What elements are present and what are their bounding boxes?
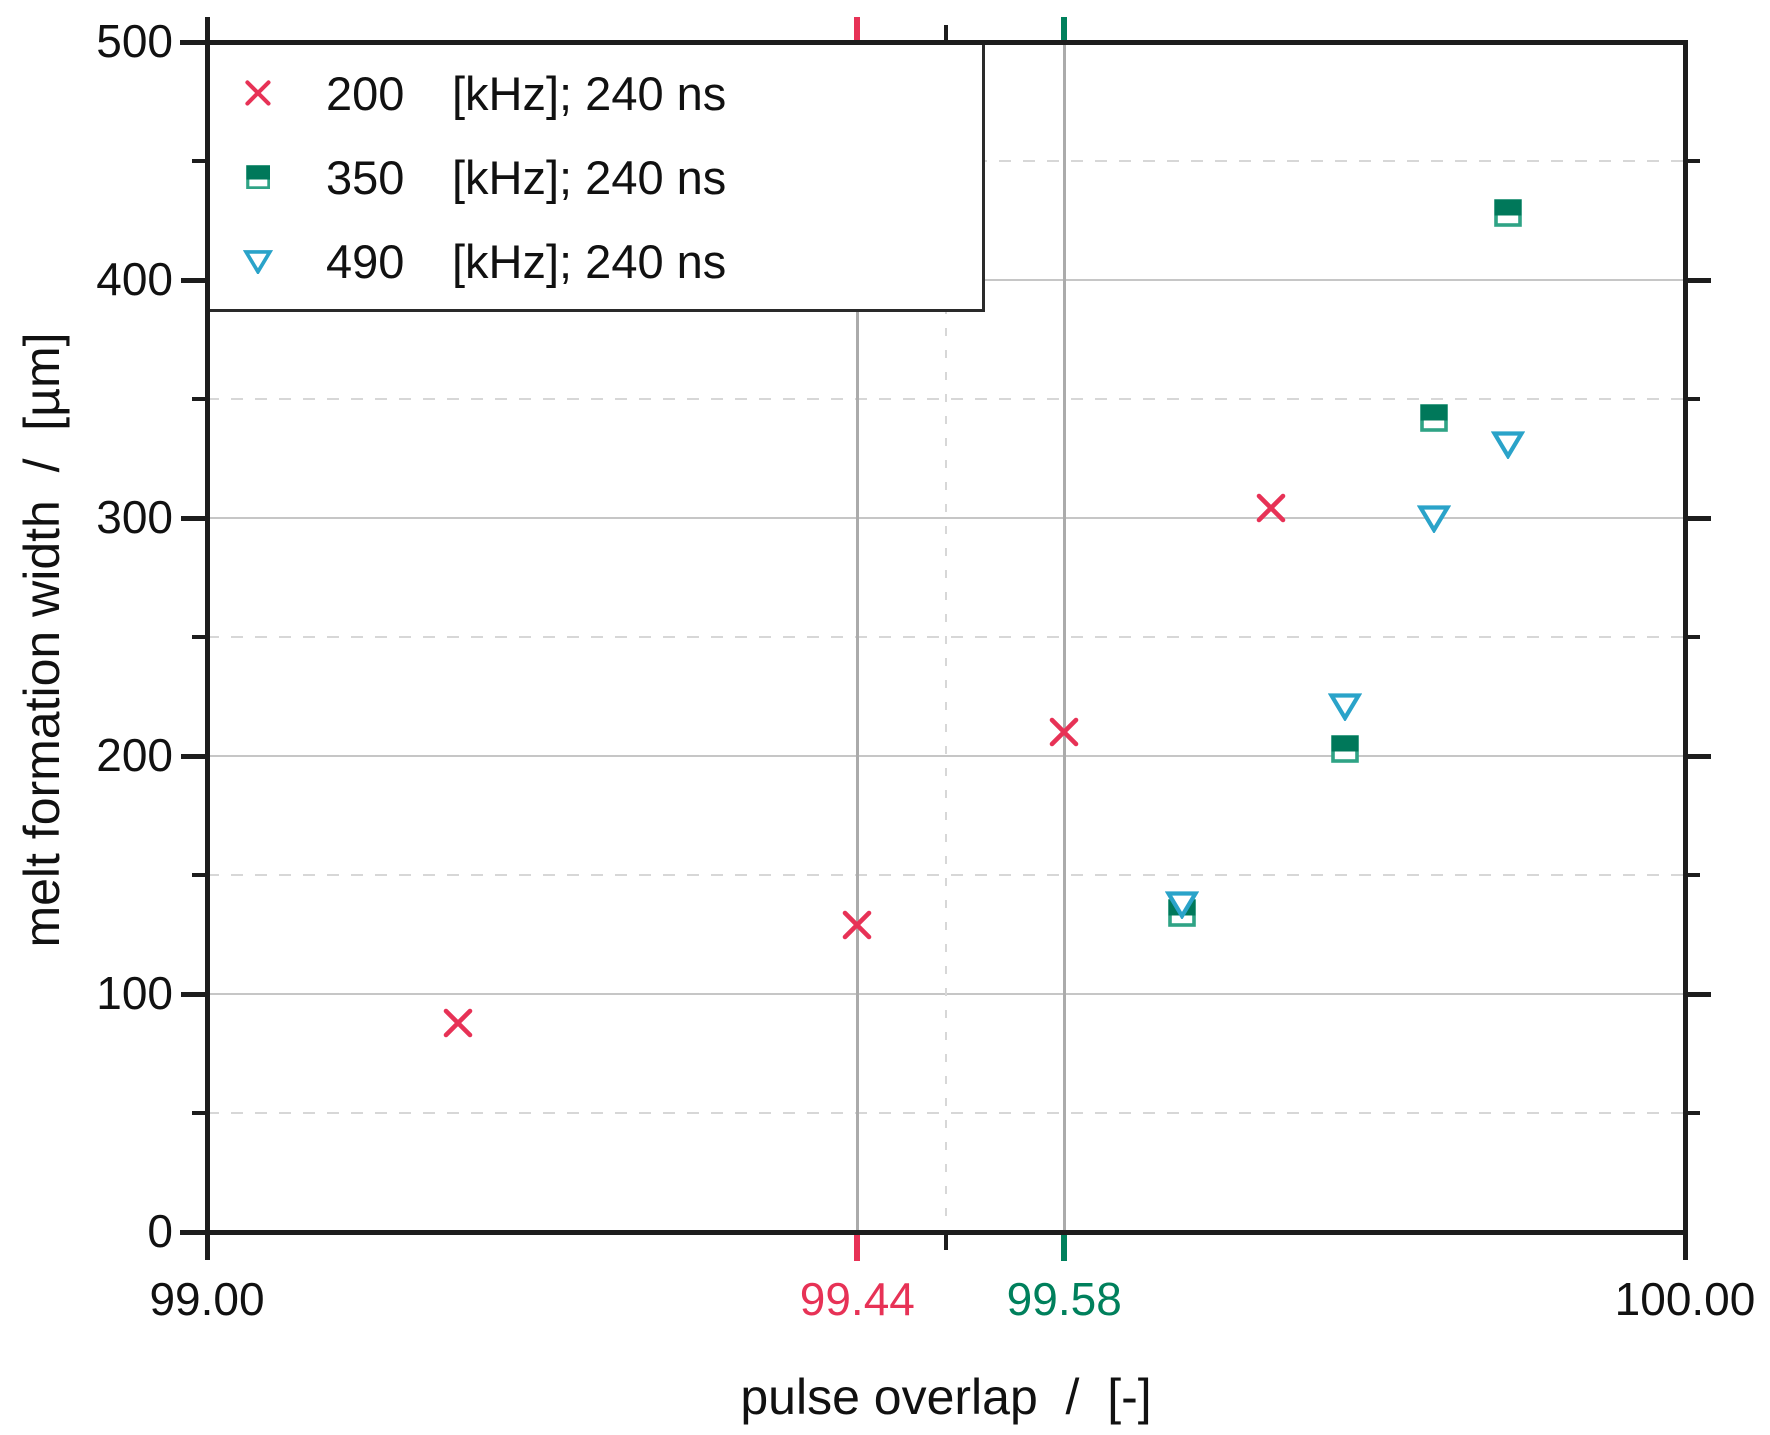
y-major-tick-right bbox=[1685, 991, 1711, 997]
x-tick-label: 99.44 bbox=[799, 1273, 915, 1325]
marker-half-filled-square bbox=[1331, 735, 1359, 763]
legend-frequency-value: 200 bbox=[326, 66, 405, 120]
x-special-tick-top bbox=[854, 17, 861, 40]
marker-open-triangle-down bbox=[1165, 889, 1200, 920]
marker-x-cross bbox=[441, 1006, 475, 1040]
x-axis-title: pulse overlap / [-] bbox=[740, 1369, 1152, 1425]
y-major-tick-left bbox=[181, 1229, 207, 1235]
marker-x-cross bbox=[840, 908, 874, 942]
y-minor-tick-left bbox=[192, 635, 207, 639]
v-gridline-solid bbox=[1062, 42, 1066, 1232]
y-minor-tick-left bbox=[192, 1111, 207, 1115]
legend-row: 200 [kHz]; 240 ns bbox=[210, 51, 982, 135]
legend-row: 490 [kHz]; 240 ns bbox=[210, 219, 982, 303]
plot-border-left bbox=[204, 17, 210, 1257]
legend-entry-label: [kHz]; 240 ns bbox=[452, 234, 727, 288]
x-tick-label: 99.00 bbox=[149, 1273, 265, 1325]
legend-entry-label: [kHz]; 240 ns bbox=[452, 66, 727, 120]
y-minor-tick-left bbox=[192, 159, 207, 163]
legend-entry-label: [kHz]; 240 ns bbox=[452, 150, 727, 204]
x-special-tick-top bbox=[1061, 17, 1068, 40]
marker-x-cross bbox=[1254, 491, 1288, 525]
x-major-tick-bottom bbox=[204, 1232, 210, 1260]
x-tick-label: 100.00 bbox=[1614, 1273, 1756, 1325]
y-major-tick-right bbox=[1685, 277, 1711, 283]
marker-open-triangle-down bbox=[1416, 503, 1451, 535]
y-major-tick-left bbox=[181, 991, 207, 997]
x-special-tick-bottom bbox=[854, 1235, 861, 1261]
open-triangle-down-icon bbox=[210, 248, 306, 275]
x-special-tick-bottom bbox=[1061, 1235, 1068, 1261]
y-minor-tick-right bbox=[1685, 635, 1700, 639]
y-major-tick-right bbox=[1685, 753, 1711, 759]
plot-border-bottom bbox=[180, 1229, 1685, 1235]
y-tick-label: 200 bbox=[96, 729, 173, 781]
y-major-tick-right bbox=[1685, 515, 1711, 521]
v-gridline-solid bbox=[855, 42, 859, 1232]
legend-frequency-value: 350 bbox=[326, 150, 405, 204]
y-tick-label: 0 bbox=[147, 1205, 173, 1257]
y-major-tick-left bbox=[181, 277, 207, 283]
y-tick-label: 100 bbox=[96, 967, 173, 1019]
x-minor-tick-top bbox=[944, 25, 948, 40]
legend-box: 200 [kHz]; 240 ns 350 [kHz]; 240 ns 490 [kHz]… bbox=[207, 42, 985, 312]
x-tick-label: 99.58 bbox=[1006, 1273, 1122, 1325]
legend-row: 350 [kHz]; 240 ns bbox=[210, 135, 982, 219]
y-minor-tick-right bbox=[1685, 397, 1700, 401]
y-minor-tick-right bbox=[1685, 873, 1700, 877]
marker-half-filled-square bbox=[1493, 199, 1522, 228]
y-tick-label: 400 bbox=[96, 253, 173, 305]
marker-half-filled-square bbox=[1419, 404, 1448, 432]
y-tick-label: 500 bbox=[96, 15, 173, 67]
y-major-tick-left bbox=[181, 515, 207, 521]
x-cross-icon bbox=[210, 78, 306, 108]
marker-x-cross bbox=[1047, 715, 1081, 749]
half-filled-square-icon bbox=[210, 164, 306, 190]
x-minor-tick-bottom bbox=[944, 1235, 948, 1250]
marker-open-triangle-down bbox=[1327, 691, 1363, 723]
v-gridline-dashed bbox=[945, 42, 947, 1232]
marker-open-triangle-down bbox=[1490, 429, 1525, 461]
y-minor-tick-left bbox=[192, 397, 207, 401]
y-tick-label: 300 bbox=[96, 491, 173, 543]
plot-border-top bbox=[180, 39, 1685, 45]
y-minor-tick-right bbox=[1685, 159, 1700, 163]
y-minor-tick-right bbox=[1685, 1111, 1700, 1115]
y-major-tick-left bbox=[181, 753, 207, 759]
x-major-tick-bottom bbox=[1682, 1232, 1688, 1260]
y-axis-title: melt formation width / [µm] bbox=[14, 332, 70, 948]
y-major-tick-left bbox=[181, 39, 207, 45]
y-minor-tick-left bbox=[192, 873, 207, 877]
legend-frequency-value: 490 bbox=[326, 234, 405, 288]
plot-border-right bbox=[1682, 40, 1688, 1258]
